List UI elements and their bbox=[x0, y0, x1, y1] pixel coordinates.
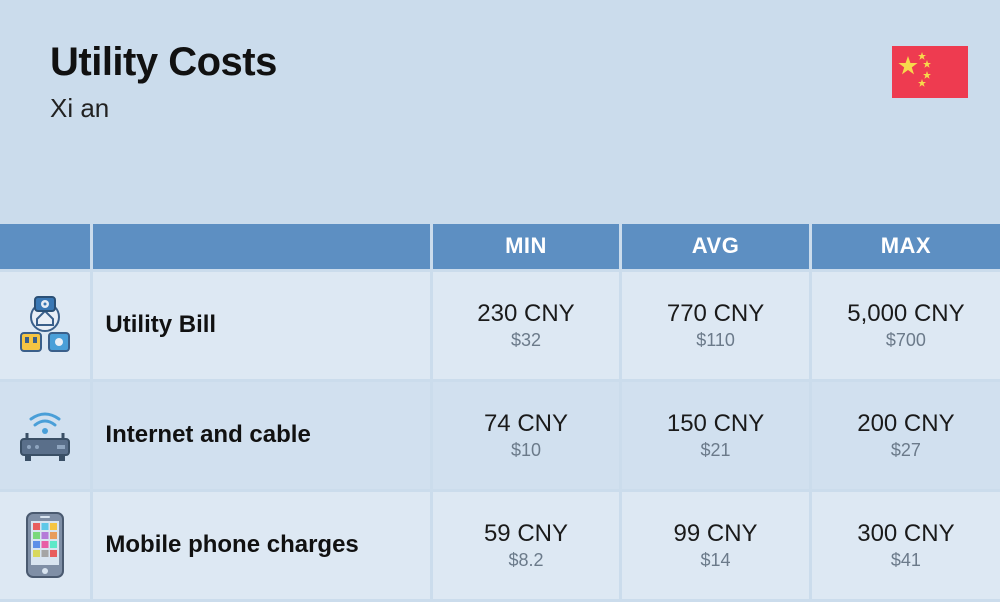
row-label: Internet and cable bbox=[92, 380, 431, 490]
th-avg: AVG bbox=[621, 224, 811, 270]
china-flag-icon bbox=[892, 46, 968, 98]
value-primary: 150 CNY bbox=[622, 410, 809, 438]
cell-max: 5,000 CNY $700 bbox=[810, 270, 1000, 380]
table-row: Internet and cable 74 CNY $10 150 CNY $2… bbox=[0, 380, 1000, 490]
value-primary: 770 CNY bbox=[622, 300, 809, 328]
cell-max: 300 CNY $41 bbox=[810, 490, 1000, 600]
country-flag bbox=[892, 46, 968, 98]
value-secondary: $21 bbox=[622, 440, 809, 461]
th-min: MIN bbox=[431, 224, 621, 270]
costs-table: MIN AVG MAX Utility bbox=[0, 224, 1000, 602]
cell-avg: 770 CNY $110 bbox=[621, 270, 811, 380]
table-row: Utility Bill 230 CNY $32 770 CNY $110 5,… bbox=[0, 270, 1000, 380]
value-secondary: $27 bbox=[812, 440, 1000, 461]
value-primary: 5,000 CNY bbox=[812, 300, 1000, 328]
value-secondary: $10 bbox=[433, 440, 620, 461]
value-primary: 230 CNY bbox=[433, 300, 620, 328]
th-icon bbox=[0, 224, 92, 270]
value-secondary: $14 bbox=[622, 550, 809, 571]
value-primary: 200 CNY bbox=[812, 410, 1000, 438]
th-label bbox=[92, 224, 431, 270]
cell-min: 74 CNY $10 bbox=[431, 380, 621, 490]
value-primary: 300 CNY bbox=[812, 520, 1000, 548]
table-header-row: MIN AVG MAX bbox=[0, 224, 1000, 270]
header: Utility Costs Xi an bbox=[0, 0, 1000, 224]
cell-min: 59 CNY $8.2 bbox=[431, 490, 621, 600]
cell-min: 230 CNY $32 bbox=[431, 270, 621, 380]
value-secondary: $41 bbox=[812, 550, 1000, 571]
cell-avg: 150 CNY $21 bbox=[621, 380, 811, 490]
phone-icon bbox=[21, 509, 69, 581]
row-label: Mobile phone charges bbox=[92, 490, 431, 600]
value-secondary: $700 bbox=[812, 330, 1000, 351]
value-secondary: $32 bbox=[433, 330, 620, 351]
value-secondary: $8.2 bbox=[433, 550, 620, 571]
table-row: Mobile phone charges 59 CNY $8.2 99 CNY … bbox=[0, 490, 1000, 600]
cell-max: 200 CNY $27 bbox=[810, 380, 1000, 490]
icon-cell bbox=[0, 490, 92, 600]
page-title: Utility Costs bbox=[50, 40, 950, 85]
value-secondary: $110 bbox=[622, 330, 809, 351]
value-primary: 74 CNY bbox=[433, 410, 620, 438]
value-primary: 59 CNY bbox=[433, 520, 620, 548]
utility-icon bbox=[13, 293, 77, 357]
th-max: MAX bbox=[810, 224, 1000, 270]
cell-avg: 99 CNY $14 bbox=[621, 490, 811, 600]
value-primary: 99 CNY bbox=[622, 520, 809, 548]
router-icon bbox=[13, 403, 77, 467]
page-subtitle: Xi an bbox=[50, 93, 950, 124]
icon-cell bbox=[0, 380, 92, 490]
row-label: Utility Bill bbox=[92, 270, 431, 380]
icon-cell bbox=[0, 270, 92, 380]
